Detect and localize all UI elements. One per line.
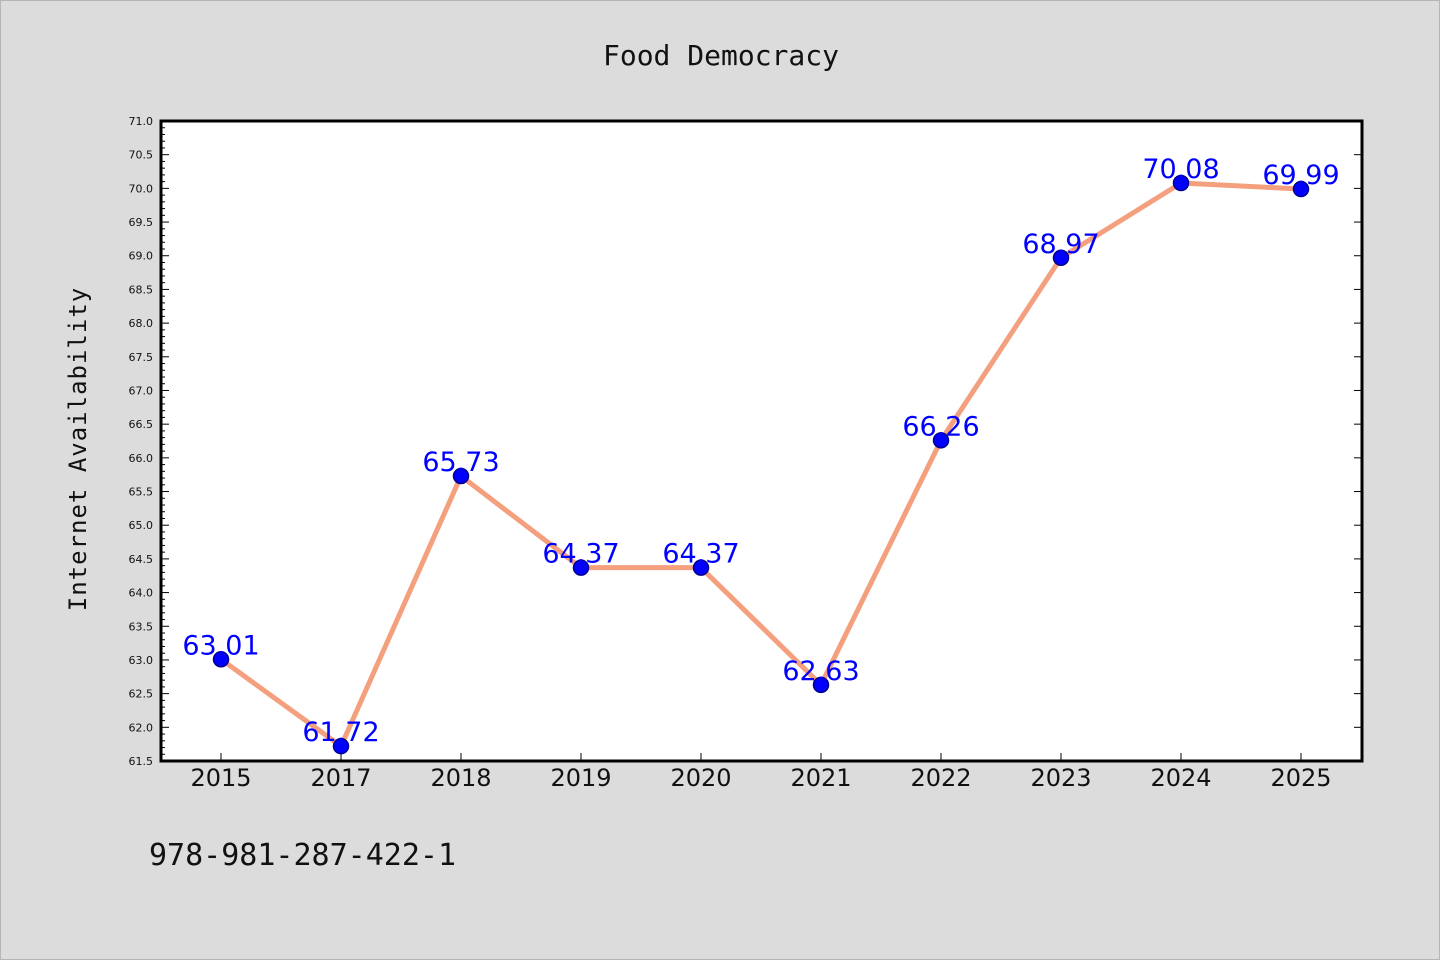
data-label: 62.63 <box>782 656 859 687</box>
y-tick-label: 64.5 <box>129 553 154 566</box>
x-axis-ticks: 2015 2017 2018 2019 2020 2021 2022 2023 2024 2025 <box>190 753 1332 792</box>
x-tick-label: 2022 <box>910 764 971 792</box>
y-tick-label: 66.0 <box>129 452 154 465</box>
isbn-text: 978-981-287-422-1 <box>149 838 456 873</box>
y-tick-label: 65.5 <box>129 486 154 499</box>
data-label: 66.26 <box>902 411 979 442</box>
x-tick-label: 2024 <box>1150 764 1211 792</box>
y-tick-label: 71.0 <box>129 115 154 128</box>
y-tick-label: 69.0 <box>129 250 154 263</box>
data-point <box>1052 249 1070 267</box>
data-point <box>1172 174 1190 192</box>
y-tick-label: 63.5 <box>129 620 154 633</box>
chart-title: Food Democracy <box>603 39 839 72</box>
y-tick-label: 70.5 <box>129 149 154 162</box>
data-label: 68.97 <box>1022 229 1099 260</box>
y-tick-label: 64.0 <box>129 587 154 600</box>
series-line-group <box>219 180 1302 749</box>
data-point <box>572 559 590 576</box>
y-tick-label: 61.5 <box>129 755 154 768</box>
x-tick-label: 2019 <box>550 764 611 792</box>
data-point <box>1292 180 1310 198</box>
data-label: 63.01 <box>182 630 259 661</box>
data-point <box>692 559 710 576</box>
data-point <box>932 432 950 449</box>
y-tick-label: 68.0 <box>129 317 154 330</box>
y-tick-label: 65.0 <box>129 519 154 532</box>
y-axis-label: Internet Availability <box>64 287 92 611</box>
plot-area <box>161 121 1362 761</box>
y-tick-label: 70.0 <box>129 182 154 195</box>
y-tick-label: 69.5 <box>129 216 154 229</box>
data-point <box>332 737 350 755</box>
y-tick-label: 68.5 <box>129 283 154 296</box>
data-label: 64.37 <box>662 539 739 570</box>
data-point <box>812 676 830 694</box>
data-label: 69.99 <box>1262 160 1339 191</box>
x-tick-label: 2020 <box>670 764 731 792</box>
data-label: 61.72 <box>302 717 379 748</box>
data-markers <box>212 174 1310 755</box>
data-point <box>212 651 230 668</box>
plot-frame <box>159 119 1364 763</box>
data-label: 64.37 <box>542 539 619 570</box>
y-tick-label: 66.5 <box>129 418 154 431</box>
y-tick-label: 67.0 <box>129 384 154 397</box>
x-tick-label: 2017 <box>310 764 371 792</box>
data-point <box>452 467 470 485</box>
x-tick-label: 2015 <box>190 764 251 792</box>
y-tick-label: 67.5 <box>129 351 154 364</box>
series-line <box>219 180 1302 749</box>
y-tick-label: 62.5 <box>129 688 154 701</box>
y-tick-label: 63.0 <box>129 654 154 667</box>
x-tick-label: 2018 <box>430 764 491 792</box>
y-tick-label: 62.0 <box>129 721 154 734</box>
x-tick-label: 2025 <box>1270 764 1331 792</box>
x-tick-label: 2021 <box>790 764 851 792</box>
y-axis-ticks: 61.5 62.0 62.5 63.0 63.5 64.0 64.5 65.0 65.5 66.0… <box>129 115 1362 768</box>
data-label: 70.08 <box>1142 154 1219 185</box>
data-label: 65.73 <box>422 447 499 478</box>
x-tick-label: 2023 <box>1030 764 1091 792</box>
data-labels: 63.01 61.72 65.73 64.37 64.37 62.63 66.26 68.97… <box>182 154 1339 748</box>
